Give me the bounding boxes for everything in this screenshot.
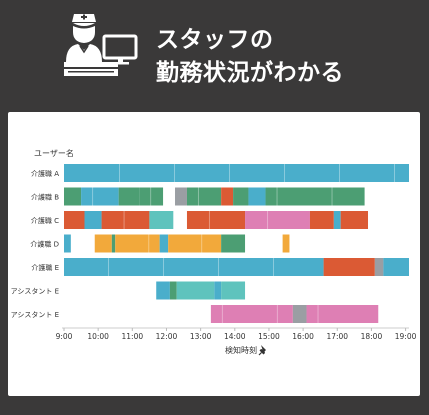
timeline-segment[interactable] <box>64 164 409 182</box>
x-tick-label: 17:00 <box>326 332 348 341</box>
timeline-segment[interactable] <box>309 211 334 229</box>
row-label: 介護職 A <box>31 169 59 178</box>
activity-stripe <box>148 234 150 253</box>
row-label: 介護職 E <box>31 263 59 272</box>
row-label: 介護職 B <box>31 193 59 202</box>
row-label: 介護職 C <box>31 216 59 225</box>
x-tick-label: 10:00 <box>87 332 109 341</box>
x-tick-label: 18:00 <box>361 332 383 341</box>
activity-stripe <box>317 305 319 323</box>
timeline-segment[interactable] <box>156 281 170 300</box>
activity-stripe <box>92 187 94 206</box>
activity-stripe <box>163 258 164 276</box>
timeline-segment[interactable] <box>101 211 150 229</box>
x-tick-label: 16:00 <box>292 332 314 341</box>
timeline-segment[interactable] <box>282 234 290 253</box>
activity-stripe <box>174 164 175 182</box>
timeline-segment[interactable] <box>374 258 384 276</box>
activity-stripe <box>218 258 219 276</box>
timeline-segment[interactable] <box>323 258 375 276</box>
activity-stripe <box>394 164 395 182</box>
activity-stripe <box>119 164 120 182</box>
timeline-segment[interactable] <box>214 281 222 300</box>
pin-icon[interactable] <box>258 345 266 356</box>
page-title: スタッフの 勤務状況がわかる <box>156 24 344 90</box>
x-tick-label: 9:00 <box>56 332 73 341</box>
timeline-segment[interactable] <box>169 281 177 300</box>
activity-stripe <box>331 187 333 206</box>
timeline-segment[interactable] <box>233 187 249 206</box>
activity-stripe <box>221 305 223 323</box>
title-line-2: 勤務状況がわかる <box>156 60 344 86</box>
timeline-segment[interactable] <box>84 211 102 229</box>
chart-card: ユーザー名 介護職 A 介護職 B 介護職 C 介護職 D 介護職 E アシスタント E ア… <box>8 112 420 396</box>
nurse-at-computer-icon <box>64 14 138 76</box>
timeline-segment[interactable] <box>340 211 369 229</box>
activity-stripe <box>276 305 278 323</box>
timeline-segment[interactable] <box>118 187 140 206</box>
timeline-segment[interactable] <box>115 234 160 253</box>
timeline-segment[interactable] <box>64 234 71 253</box>
activity-stripe <box>267 211 269 229</box>
activity-stripe <box>229 164 230 182</box>
activity-stripe <box>150 187 152 206</box>
x-tick-label: 15:00 <box>258 332 280 341</box>
timeline-segment[interactable] <box>176 281 215 300</box>
timeline-segment[interactable] <box>265 187 365 206</box>
timeline-chart: ユーザー名 介護職 A 介護職 B 介護職 C 介護職 D 介護職 E アシスタント E ア… <box>11 148 417 356</box>
x-tick-label: 13:00 <box>190 332 212 341</box>
y-axis-title: ユーザー名 <box>34 148 74 158</box>
timeline-segment[interactable] <box>245 211 310 229</box>
timeline-segment[interactable] <box>210 305 293 323</box>
timeline-segment[interactable] <box>248 187 266 206</box>
timeline-segment[interactable] <box>159 234 169 253</box>
activity-stripe <box>123 211 125 229</box>
row-label: アシスタント E <box>11 287 59 296</box>
timeline-segment[interactable] <box>186 211 246 229</box>
timeline-segment[interactable] <box>64 258 324 276</box>
row-label: アシスタント E <box>11 310 59 319</box>
x-axis-ticks: 9:00 10:00 11:00 12:00 13:00 14:00 15:00 16:00 1… <box>56 328 417 341</box>
timeline-segment[interactable] <box>81 187 119 206</box>
timeline-segment[interactable] <box>149 211 174 229</box>
card-pointer <box>202 396 228 410</box>
header-banner: スタッフの 勤務状況がわかる <box>0 0 429 98</box>
timeline-segment[interactable] <box>111 234 116 253</box>
row-label: 介護職 D <box>30 240 59 249</box>
timeline-segment[interactable] <box>383 258 409 276</box>
activity-stripe <box>208 211 210 229</box>
timeline-segment[interactable] <box>292 305 307 323</box>
activity-stripe <box>108 258 109 276</box>
timeline-segment[interactable] <box>221 234 246 253</box>
x-tick-label: 14:00 <box>224 332 246 341</box>
timeline-rows: 介護職 A 介護職 B 介護職 C 介護職 D 介護職 E アシスタント E アシスタント … <box>11 164 409 323</box>
activity-stripe <box>201 234 203 253</box>
x-tick-label: 12:00 <box>156 332 178 341</box>
timeline-segment[interactable] <box>333 211 341 229</box>
timeline-segment[interactable] <box>168 234 222 253</box>
timeline-segment[interactable] <box>306 305 379 323</box>
title-line-1: スタッフの <box>156 27 274 53</box>
x-tick-label: 19:00 <box>395 332 417 341</box>
activity-stripe <box>197 187 199 206</box>
activity-stripe <box>284 164 285 182</box>
timeline-segment[interactable] <box>64 211 85 229</box>
timeline-segment[interactable] <box>175 187 187 206</box>
x-axis-title: 検知時刻 <box>225 345 257 355</box>
timeline-segment[interactable] <box>221 281 246 300</box>
activity-stripe <box>273 258 274 276</box>
activity-stripe <box>339 164 340 182</box>
x-tick-label: 11:00 <box>122 332 144 341</box>
timeline-segment[interactable] <box>221 187 234 206</box>
timeline-segment[interactable] <box>94 234 112 253</box>
timeline-segment[interactable] <box>64 187 82 206</box>
activity-stripe <box>276 187 278 206</box>
timeline-segment[interactable] <box>186 187 222 206</box>
timeline-segment[interactable] <box>139 187 164 206</box>
